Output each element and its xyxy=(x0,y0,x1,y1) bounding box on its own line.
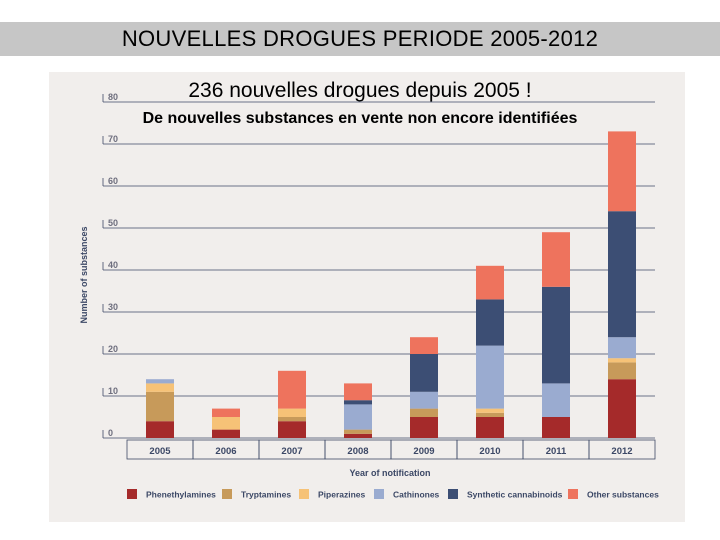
x-tick-label-2010: 2010 xyxy=(479,446,500,457)
bar-2007-tryptamines xyxy=(278,417,306,422)
bar-2005-tryptamines xyxy=(146,391,174,422)
category-box xyxy=(588,439,656,460)
legend-swatch-synthetic-cannabinoids xyxy=(448,489,458,499)
bar-2010-tryptamines xyxy=(476,412,504,417)
bar-2012-synthetic-cannabinoids xyxy=(608,211,636,338)
y-tick-label: 0 xyxy=(108,428,113,438)
chart-headline: 236 nouvelles drogues depuis 2005 ! xyxy=(188,79,532,102)
x-axis-label: Year of notification xyxy=(349,468,430,478)
x-tick-label-2006: 2006 xyxy=(215,446,236,457)
legend-swatch-phenethylamines xyxy=(127,489,137,499)
bar-2008-tryptamines xyxy=(344,429,372,434)
legend-swatch-cathinones xyxy=(374,489,384,499)
bar-2009-tryptamines xyxy=(410,408,438,417)
bar-2012-piperazines xyxy=(608,358,636,363)
y-axis-label: Number of substances xyxy=(79,226,89,323)
bar-2012-cathinones xyxy=(608,337,636,359)
legend-swatch-tryptamines xyxy=(222,489,232,499)
x-tick-label-2011: 2011 xyxy=(546,446,567,457)
bar-2006-phenethylamines xyxy=(212,429,240,438)
y-tick-label: 20 xyxy=(108,344,118,354)
slide-title-bar: NOUVELLES DROGUES PERIODE 2005-2012 xyxy=(0,22,720,56)
bar-2011-synthetic-cannabinoids xyxy=(542,286,570,384)
y-tick-label: 60 xyxy=(108,176,118,186)
bar-2007-other-substances xyxy=(278,370,306,409)
bar-2012-tryptamines xyxy=(608,362,636,380)
x-axis-categories: 2005 2006 2007 2008 2009 2010 2011 2012 xyxy=(126,439,656,460)
bar-2012-other-substances xyxy=(608,131,636,212)
bar-2006-piperazines xyxy=(212,417,240,430)
slide-title: NOUVELLES DROGUES PERIODE 2005-2012 xyxy=(121,26,599,51)
x-tick-label-2012: 2012 xyxy=(611,446,632,457)
bar-2008-other-substances xyxy=(344,383,372,401)
bar-2008-synthetic-cannabinoids xyxy=(344,400,372,405)
y-tick-label: 70 xyxy=(108,134,118,144)
legend-label-other-substances: Other substances xyxy=(587,490,659,500)
bar-2010-synthetic-cannabinoids xyxy=(476,299,504,346)
y-tick-label: 30 xyxy=(108,302,118,312)
x-tick-label-2009: 2009 xyxy=(413,446,434,457)
bar-2007-phenethylamines xyxy=(278,421,306,438)
bar-2005-cathinones xyxy=(146,379,174,384)
x-tick-label-2008: 2008 xyxy=(347,446,368,457)
chart-subheadline: De nouvelles substances en vente non enc… xyxy=(142,110,578,127)
bar-2006-other-substances xyxy=(212,408,240,417)
bar-2008-phenethylamines xyxy=(344,433,372,438)
legend-label-cathinones: Cathinones xyxy=(393,490,440,500)
bar-2009-phenethylamines xyxy=(410,417,438,438)
y-tick-label: 80 xyxy=(108,92,118,102)
x-tick-label-2007: 2007 xyxy=(281,446,302,457)
legend-label-synthetic-cannabinoids: Synthetic cannabinoids xyxy=(467,490,563,500)
bar-2007-piperazines xyxy=(278,408,306,417)
bar-2011-cathinones xyxy=(542,383,570,417)
bar-2009-synthetic-cannabinoids xyxy=(410,354,438,392)
legend-swatch-other-substances xyxy=(568,489,578,499)
legend-label-tryptamines: Tryptamines xyxy=(241,490,291,500)
bar-2011-other-substances xyxy=(542,232,570,287)
legend-label-phenethylamines: Phenethylamines xyxy=(146,490,216,500)
bar-2010-phenethylamines xyxy=(476,417,504,438)
bar-2009-other-substances xyxy=(410,337,438,354)
bar-2010-cathinones xyxy=(476,345,504,409)
y-axis-ticks: 0 10 20 30 40 50 60 70 80 xyxy=(108,92,118,438)
bar-2009-cathinones xyxy=(410,391,438,409)
bar-2012-phenethylamines xyxy=(608,379,636,438)
bar-2010-piperazines xyxy=(476,408,504,413)
chart-bars xyxy=(146,131,636,438)
y-tick-label: 50 xyxy=(108,218,118,228)
y-tick-label: 10 xyxy=(108,386,118,396)
x-tick-label-2005: 2005 xyxy=(149,446,171,457)
bar-2005-phenethylamines xyxy=(146,421,174,438)
legend-swatch-piperazines xyxy=(299,489,309,499)
chart-gridlines xyxy=(102,94,655,439)
chart-legend: Phenethylamines Tryptamines Piperazines Cat… xyxy=(127,489,659,500)
legend-label-piperazines: Piperazines xyxy=(318,490,366,500)
chart-panel xyxy=(49,72,685,522)
bar-2008-cathinones xyxy=(344,404,372,430)
bar-2005-piperazines xyxy=(146,383,174,392)
y-tick-label: 40 xyxy=(108,260,118,270)
bar-2011-phenethylamines xyxy=(542,417,570,438)
bar-2010-other-substances xyxy=(476,265,504,300)
